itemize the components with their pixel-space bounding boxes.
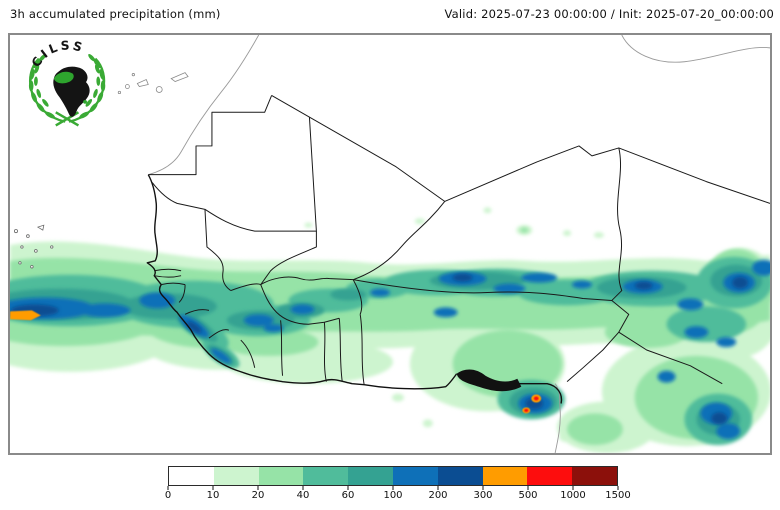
sahel-region-highlight xyxy=(53,71,74,84)
colorbar-segments xyxy=(169,467,617,485)
colorbar-tick-label: 500 xyxy=(518,490,538,501)
logo-text: CILSS xyxy=(29,38,87,69)
logo-green-dot xyxy=(83,100,87,104)
colorbar-tick-label: 0 xyxy=(164,490,172,501)
colorbar-tick xyxy=(167,486,169,490)
colorbar-tick xyxy=(527,486,529,490)
laurel-wreath xyxy=(28,53,106,127)
country-borders xyxy=(148,94,770,385)
colorbar-tick xyxy=(572,486,574,490)
colorbar-segment xyxy=(527,467,573,485)
colorbar-tick xyxy=(257,486,259,490)
colorbar xyxy=(168,466,618,486)
valid-init-timestamp: Valid: 2025-07-23 00:00:00 / Init: 2025-… xyxy=(444,7,774,21)
colorbar-segment xyxy=(258,467,304,485)
colorbar-tick-label: 20 xyxy=(251,490,265,501)
colorbar-segment xyxy=(213,467,259,485)
colorbar-tick-label: 10 xyxy=(206,490,220,501)
precip-layer-500-1000 xyxy=(524,396,539,412)
colorbar-tick-label: 300 xyxy=(473,490,493,501)
colorbar-tick-label: 1000 xyxy=(560,490,586,501)
colorbar-ticks: 0 10 20 40 60 100 200 300 500 1000 1500 xyxy=(164,486,631,504)
colorbar-segment xyxy=(437,467,483,485)
colorbar-segment xyxy=(348,467,393,485)
cilss-logo: CILSS xyxy=(28,38,106,127)
colorbar-tick xyxy=(482,486,484,490)
precipitation-field xyxy=(10,207,770,453)
map-frame: CILSS xyxy=(8,33,772,455)
niger-delta-coast xyxy=(456,369,522,392)
colorbar-tick xyxy=(347,486,349,490)
colorbar-segment xyxy=(169,467,214,485)
colorbar-tick xyxy=(302,486,304,490)
colorbar-segment xyxy=(482,467,528,485)
page-title: 3h accumulated precipitation (mm) xyxy=(10,7,221,21)
canary-islands xyxy=(117,72,189,95)
colorbar-tick xyxy=(392,486,394,490)
colorbar-tick xyxy=(437,486,439,490)
colorbar-tick xyxy=(617,486,619,490)
colorbar-tick-label: 1500 xyxy=(605,490,631,501)
colorbar-tick-label: 40 xyxy=(296,490,310,501)
coastline-west-africa xyxy=(146,174,563,404)
colorbar-segment xyxy=(303,467,349,485)
colorbar-segment xyxy=(392,467,438,485)
map-canvas: CILSS xyxy=(10,35,770,453)
colorbar-segment xyxy=(572,467,617,485)
cape-verde-islands xyxy=(13,224,54,269)
colorbar-tick-label: 200 xyxy=(428,490,448,501)
colorbar-tick xyxy=(212,486,214,490)
colorbar-tick-label: 60 xyxy=(341,490,355,501)
colorbar-tick-label: 100 xyxy=(383,490,403,501)
